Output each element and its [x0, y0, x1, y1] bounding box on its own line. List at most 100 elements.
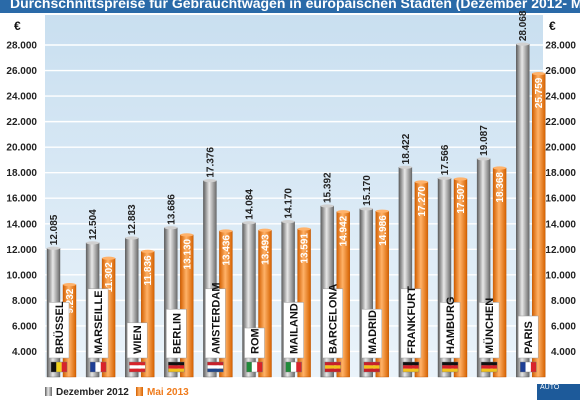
- bar-cap: [180, 233, 194, 237]
- y-tick-label-left: 16.000: [6, 194, 37, 205]
- currency-symbol-right: €: [549, 19, 556, 33]
- value-label-dezember-2012: 17.376: [205, 147, 216, 178]
- value-label-dezember-2012: 12.085: [49, 214, 60, 245]
- value-label-dezember-2012: 17.566: [440, 144, 451, 175]
- italy-flag: [257, 362, 263, 372]
- netherlands-flag-border: [207, 361, 224, 373]
- value-label-dezember-2012: 15.392: [323, 172, 334, 203]
- value-label-dezember-2012: 14.170: [284, 188, 295, 219]
- city-label: BRÜSSEL: [53, 301, 66, 354]
- y-tick-label-left: 8.000: [12, 296, 37, 307]
- city-label-panel: [205, 288, 226, 359]
- y-tick-label-right: 8.000: [551, 296, 576, 307]
- bar-cap: [375, 209, 389, 213]
- value-label-dezember-2012: 12.883: [127, 204, 138, 235]
- value-label-dezember-2012: 12.504: [88, 209, 99, 240]
- city-label: HAMBURG: [445, 297, 457, 354]
- bar-cap: [242, 221, 256, 225]
- city-label: BERLIN: [171, 313, 183, 354]
- bar-cap: [516, 42, 530, 46]
- bar-cap: [63, 283, 76, 287]
- bar-cap: [281, 219, 295, 224]
- y-tick-label-left: 28.000: [6, 41, 37, 52]
- city-label: PARIS: [523, 321, 535, 354]
- currency-symbol-left: €: [14, 19, 21, 33]
- france-flag: [520, 362, 526, 372]
- bar-cap: [258, 228, 272, 232]
- chart-title: Durchschnittspreise für Gebrauchtwagen i…: [10, 0, 580, 11]
- y-tick-label-left: 20.000: [6, 143, 37, 154]
- france-flag: [530, 362, 537, 372]
- y-tick-label-right: 18.000: [545, 168, 576, 179]
- legend-label-mai-2013: Mai 2013: [147, 387, 189, 398]
- austria-flag: [129, 362, 146, 366]
- y-tick-label-left: 24.000: [6, 92, 37, 103]
- italy-flag: [285, 362, 291, 372]
- value-label-dezember-2012: 18.422: [401, 133, 412, 164]
- germany-flag: [168, 362, 185, 366]
- italy-flag: [296, 362, 302, 372]
- germany-flag: [481, 368, 498, 372]
- y-tick-label-right: 10.000: [545, 270, 576, 281]
- germany-flag: [481, 365, 498, 369]
- y-tick-label-left: 10.000: [6, 270, 37, 281]
- value-label-mai-2013: 25.759: [534, 77, 545, 108]
- germany-flag: [442, 368, 458, 372]
- germany-flag-border: [441, 361, 459, 373]
- germany-flag: [481, 362, 498, 366]
- bar-cap: [398, 165, 412, 169]
- bar-cap: [203, 179, 217, 183]
- city-label: ROM: [250, 328, 262, 354]
- bar-cap: [454, 177, 467, 181]
- y-tick-label-left: 18.000: [6, 168, 37, 179]
- germany-flag: [168, 365, 185, 369]
- value-label-mai-2013: 13.591: [300, 233, 311, 264]
- france-flag: [90, 362, 96, 372]
- y-tick-label-right: 28.000: [545, 41, 576, 52]
- bar-cap: [477, 157, 491, 161]
- bar-cap: [86, 241, 100, 245]
- netherlands-flag: [207, 362, 224, 366]
- city-label-panel: [48, 302, 70, 359]
- spain-flag-border: [324, 361, 341, 373]
- bar-cap: [438, 176, 451, 180]
- value-label-dezember-2012: 13.686: [166, 194, 177, 225]
- italy-flag-border: [246, 361, 263, 373]
- city-label: MARSEILLE: [93, 290, 105, 354]
- brand-badge: AUTO: [537, 384, 580, 400]
- legend-label-dezember-2012: Dezember 2012: [56, 387, 129, 398]
- bar-cap: [125, 236, 139, 240]
- bar-cap: [493, 166, 507, 170]
- spain-flag: [324, 368, 341, 372]
- spain-flag: [363, 365, 380, 369]
- y-tick-label-right: 16.000: [545, 194, 576, 205]
- value-label-mai-2013: 11.302: [104, 262, 115, 292]
- france-flag: [100, 362, 107, 372]
- austria-flag: [129, 368, 146, 372]
- spain-flag: [363, 368, 380, 372]
- y-tick-label-left: 26.000: [6, 66, 37, 77]
- netherlands-flag: [207, 365, 224, 369]
- city-label-panel: [244, 327, 265, 359]
- austria-flag: [129, 365, 146, 369]
- value-label-mai-2013: 17.270: [417, 186, 428, 217]
- belgium-flag: [51, 362, 57, 372]
- france-flag: [525, 362, 531, 372]
- value-label-dezember-2012: 14.084: [245, 189, 256, 220]
- y-tick-label-right: 12.000: [545, 245, 576, 256]
- bar-cap: [359, 207, 373, 211]
- city-label-panel: [126, 322, 148, 359]
- spain-flag-border: [363, 361, 380, 373]
- city-label: AMSTERDAM: [210, 283, 222, 355]
- bar-cap: [532, 72, 546, 76]
- germany-flag-border: [480, 361, 498, 373]
- germany-flag: [402, 362, 419, 366]
- city-label: FRANKFURT: [406, 286, 418, 354]
- value-label-dezember-2012: 28.068: [518, 10, 529, 41]
- germany-flag: [442, 365, 458, 369]
- germany-flag-border: [168, 361, 185, 373]
- title-bar: Durchschnittspreise für Gebrauchtwagen i…: [0, 0, 580, 13]
- france-flag-border: [89, 361, 107, 373]
- city-label-panel: [361, 308, 383, 359]
- city-label-panel: [283, 302, 304, 359]
